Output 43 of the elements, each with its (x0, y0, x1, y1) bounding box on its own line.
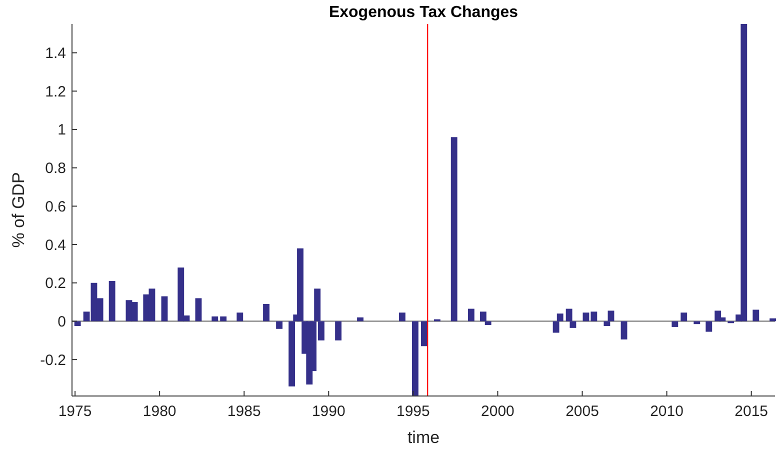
y-axis-title: % of GDP (9, 172, 28, 248)
x-tick-label: 1975 (58, 403, 92, 420)
bar (195, 298, 202, 322)
y-tick-label: 0.8 (45, 160, 66, 178)
bar (212, 316, 218, 322)
x-axis-title: time (407, 428, 440, 447)
x-tick-label: 1985 (227, 403, 261, 420)
x-tick-label: 2005 (566, 403, 599, 420)
bar (220, 316, 227, 322)
bar (357, 317, 364, 322)
bar (398, 312, 406, 322)
x-tick-label: 1995 (396, 403, 430, 420)
y-tick-label: 1.2 (45, 83, 66, 100)
x-tick-label: 2015 (734, 403, 768, 420)
y-tick-label: 0.4 (45, 236, 66, 254)
bar (620, 321, 628, 340)
bar (236, 312, 244, 322)
y-tick-label: 1.4 (45, 45, 66, 62)
bar (161, 296, 168, 322)
bar (694, 321, 700, 324)
y-tick-label: 1 (58, 122, 66, 139)
bar (450, 137, 458, 322)
bar (680, 312, 688, 322)
bar (672, 321, 678, 327)
bar (74, 321, 81, 326)
bar (420, 321, 428, 346)
bar (108, 280, 116, 322)
y-tick-label: 0.6 (45, 198, 66, 216)
bar (752, 310, 760, 322)
x-tick-label: 1980 (142, 403, 176, 420)
x-tick-label: 2010 (650, 403, 684, 420)
bar (468, 308, 474, 322)
bar (263, 304, 270, 322)
x-tick-label: 2000 (481, 403, 514, 420)
bar (706, 321, 712, 332)
bar (335, 321, 342, 340)
bar (412, 321, 418, 396)
x-tick-label: 1990 (312, 403, 346, 420)
chart-title: Exogenous Tax Changes (328, 4, 518, 21)
y-tick-label: 0.2 (45, 275, 66, 292)
y-tick-label: 0 (58, 313, 66, 330)
bar (276, 321, 282, 329)
y-tick-label: -0.2 (40, 352, 66, 369)
